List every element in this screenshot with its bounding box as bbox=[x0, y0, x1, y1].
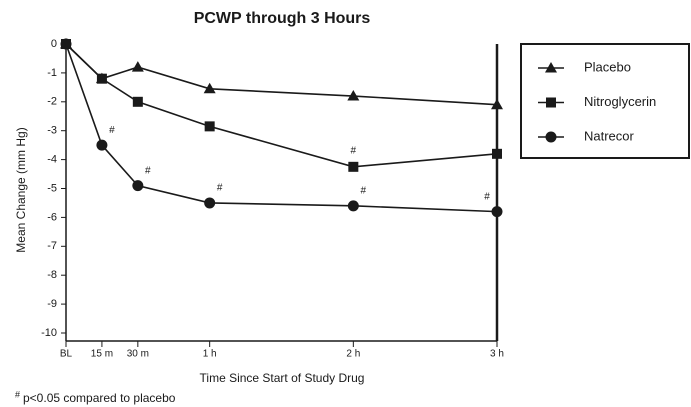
marker bbox=[132, 180, 144, 192]
y-tick-label: 0 bbox=[51, 38, 57, 50]
series-line bbox=[65, 43, 498, 106]
significance-note: # bbox=[351, 145, 357, 156]
marker bbox=[545, 131, 557, 143]
significance-note: # bbox=[109, 125, 115, 136]
y-tick-label: -6 bbox=[47, 211, 57, 223]
marker bbox=[492, 148, 502, 159]
series-line bbox=[65, 43, 498, 168]
marker bbox=[96, 73, 107, 84]
legend-box bbox=[520, 43, 690, 159]
significance-note: # bbox=[484, 191, 490, 202]
marker bbox=[545, 62, 557, 73]
marker bbox=[204, 197, 216, 209]
y-tick-label: -9 bbox=[47, 298, 57, 310]
chart-title: PCWP through 3 Hours bbox=[194, 10, 371, 27]
significance-note: # bbox=[145, 165, 151, 176]
x-tick-label: BL bbox=[60, 349, 73, 360]
marker bbox=[348, 161, 359, 172]
significance-note: # bbox=[361, 185, 367, 196]
y-tick-label: -8 bbox=[47, 269, 57, 281]
legend-label: Nitroglycerin bbox=[584, 94, 656, 109]
legend-label: Placebo bbox=[584, 59, 631, 74]
x-tick-label: 1 h bbox=[203, 349, 217, 360]
x-tick-label: 30 m bbox=[127, 349, 149, 360]
series-line bbox=[65, 43, 498, 213]
marker bbox=[204, 121, 215, 132]
significance-note: # bbox=[217, 183, 223, 194]
marker bbox=[60, 38, 72, 50]
y-tick-label: -7 bbox=[47, 240, 57, 252]
y-axis-label: Mean Change (mm Hg) bbox=[14, 127, 28, 252]
y-tick-label: -5 bbox=[47, 182, 57, 194]
marker bbox=[347, 200, 359, 212]
y-tick-label: -2 bbox=[47, 96, 57, 108]
marker bbox=[132, 96, 143, 107]
x-tick-label: 3 h bbox=[490, 349, 504, 360]
y-tick-label: -4 bbox=[47, 154, 57, 166]
marker bbox=[96, 139, 108, 151]
x-tick-label: 15 m bbox=[91, 349, 113, 360]
marker bbox=[491, 206, 503, 218]
marker bbox=[491, 98, 503, 110]
x-axis-label: Time Since Start of Study Drug bbox=[200, 371, 365, 385]
footnote: p<0.05 compared to placebo bbox=[23, 391, 176, 405]
y-tick-label: -3 bbox=[47, 125, 57, 137]
footnote-marker: # bbox=[15, 389, 20, 399]
marker bbox=[131, 61, 144, 72]
y-tick-label: -1 bbox=[47, 67, 57, 79]
marker bbox=[546, 97, 556, 108]
x-tick-label: 2 h bbox=[346, 349, 360, 360]
marker bbox=[203, 82, 216, 94]
legend-label: Natrecor bbox=[584, 128, 635, 143]
y-tick-label: -10 bbox=[41, 327, 57, 339]
marker bbox=[347, 90, 360, 101]
